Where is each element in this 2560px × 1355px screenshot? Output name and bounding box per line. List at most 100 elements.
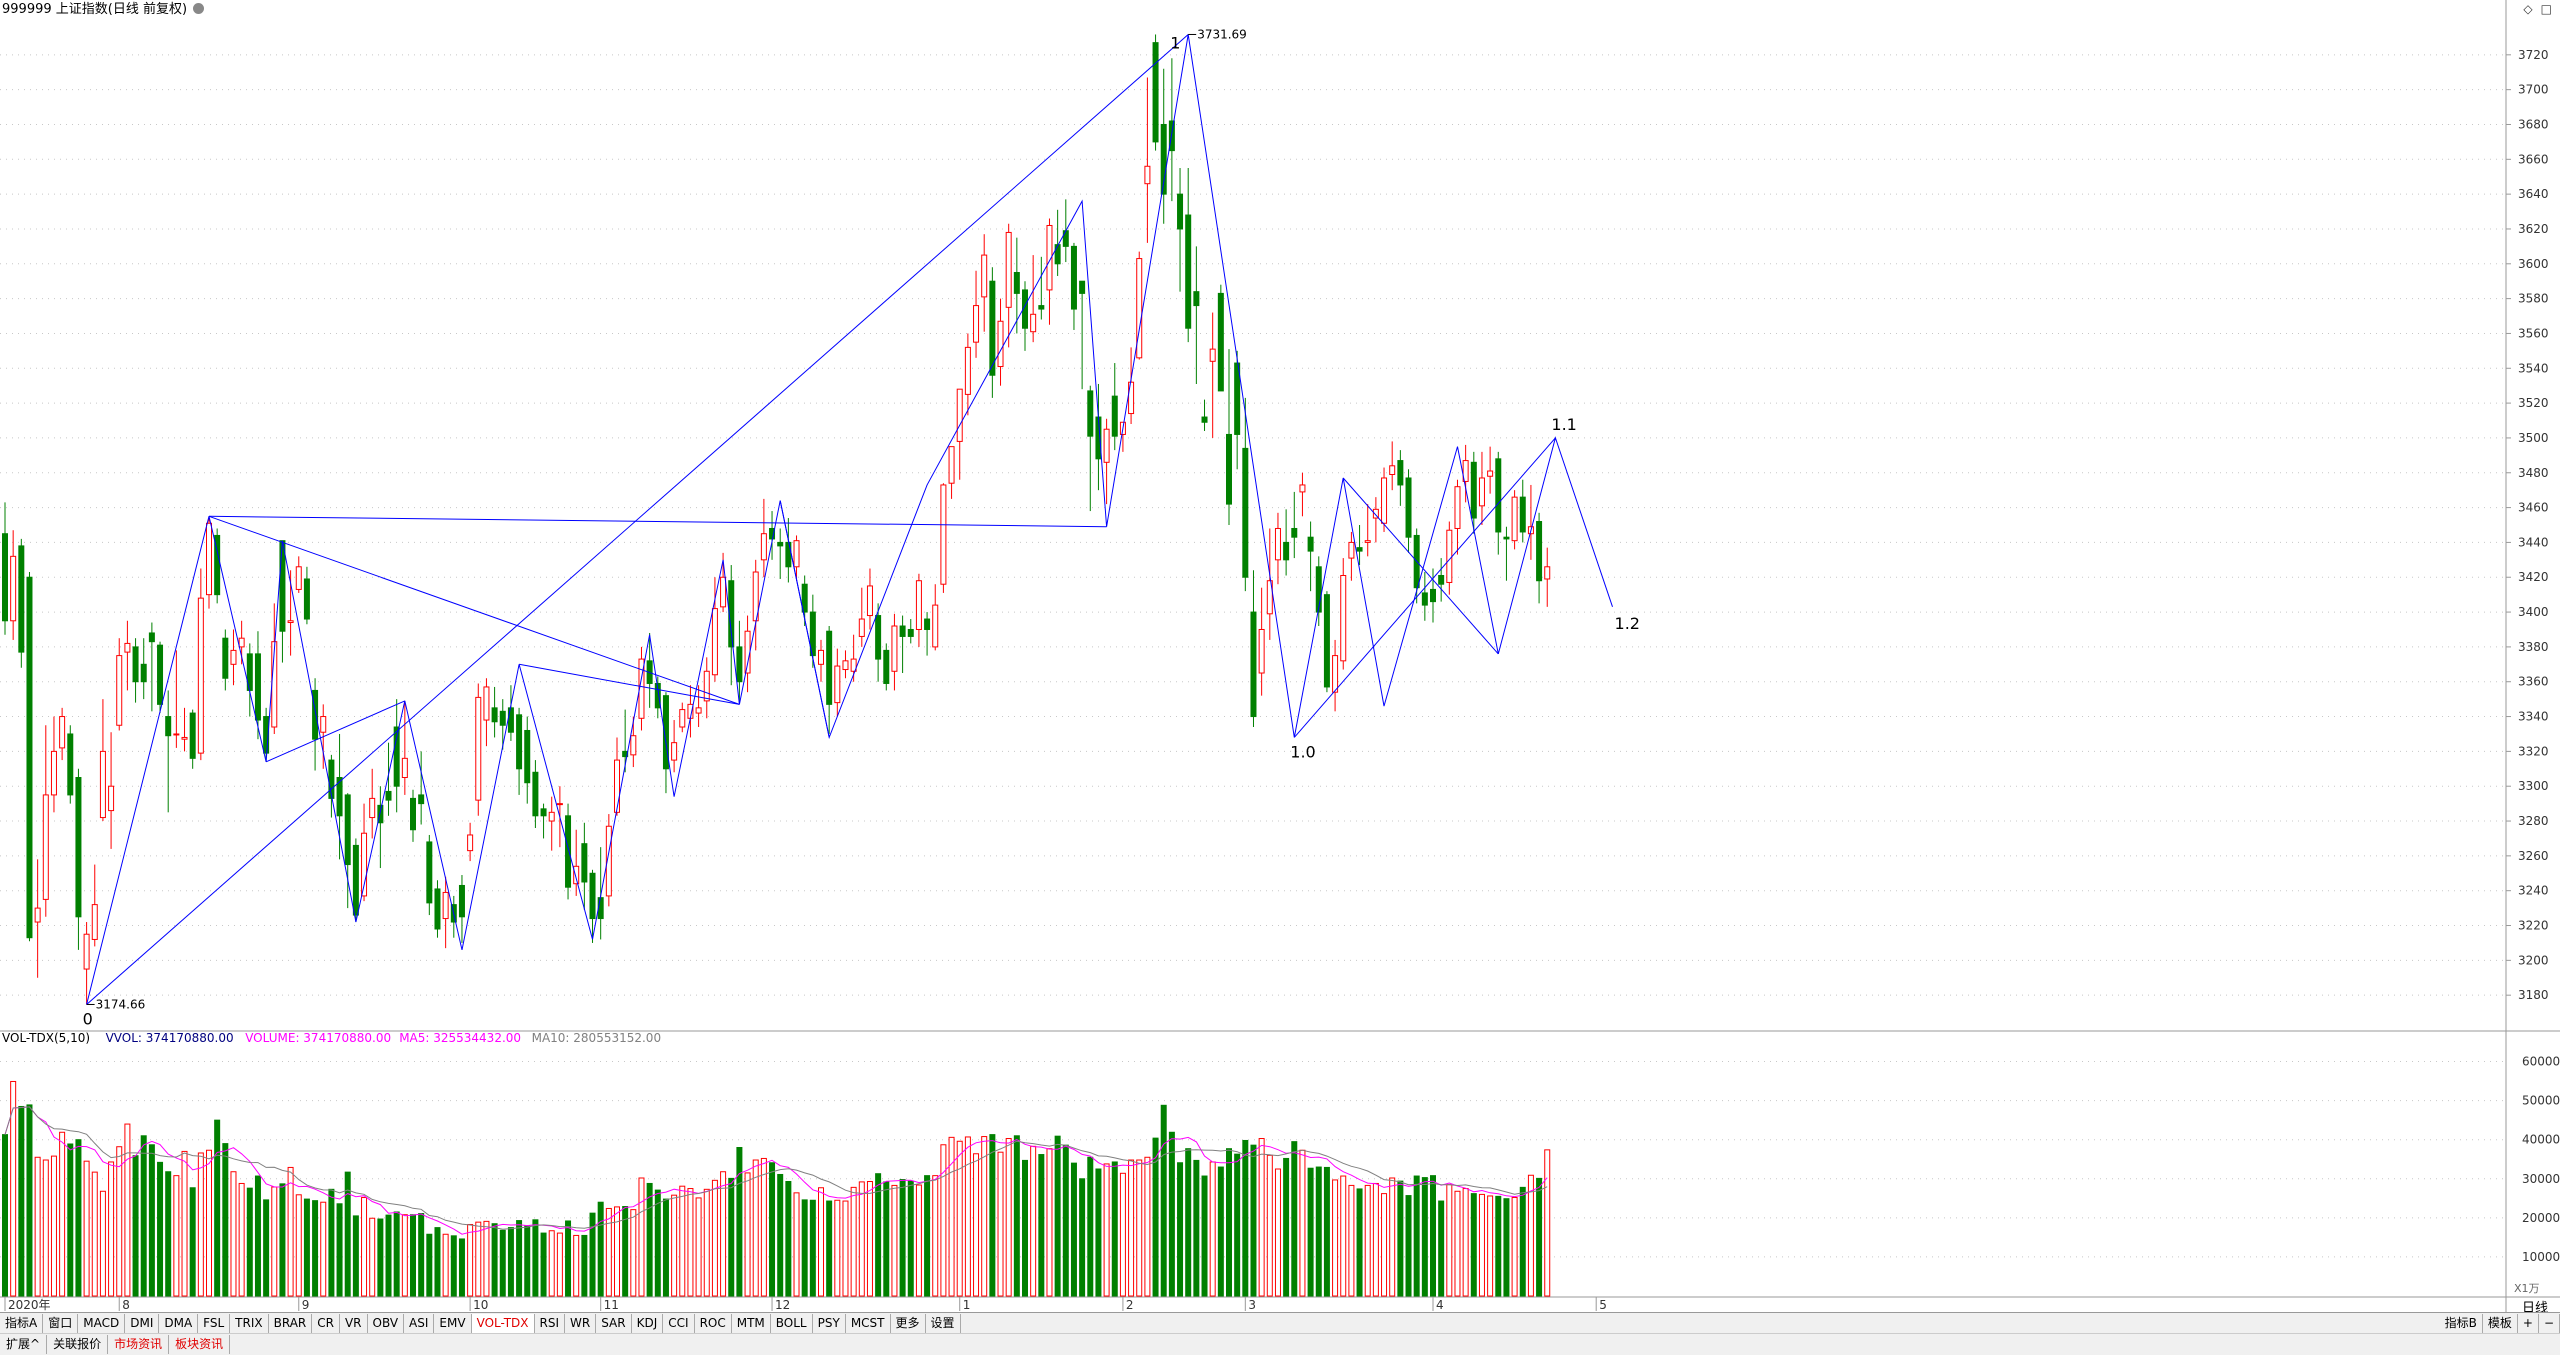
candle-body — [1430, 588, 1436, 603]
indicator-tab[interactable]: VR — [340, 1313, 368, 1333]
indicator-tab[interactable]: MACD — [78, 1313, 126, 1333]
indicator-tab[interactable]: SAR — [596, 1313, 632, 1333]
price-tick-label: 3340 — [2518, 710, 2549, 724]
indicator-right-button[interactable]: − — [2539, 1313, 2560, 1333]
candle-body — [67, 733, 74, 796]
candle-body — [1217, 292, 1224, 392]
volume-bar — [581, 1234, 588, 1297]
candle-body — [866, 585, 873, 617]
info-tab[interactable]: 市场资讯 — [108, 1335, 170, 1354]
volume-bar — [524, 1225, 531, 1297]
candle-body — [1283, 541, 1290, 561]
indicator-right-button[interactable]: 模板 — [2483, 1313, 2518, 1333]
volume-bar — [108, 1161, 115, 1297]
indicator-tab[interactable]: ASI — [404, 1313, 435, 1333]
maximize-icon[interactable]: □ — [2540, 2, 2552, 16]
candle-body — [1274, 527, 1281, 561]
volume-bar — [834, 1199, 841, 1297]
restore-icon[interactable]: ◇ — [2523, 2, 2533, 16]
candle-body — [475, 696, 482, 801]
indicator-right-button[interactable]: + — [2518, 1313, 2539, 1333]
volume-bar — [1495, 1195, 1502, 1297]
candle-body — [1372, 508, 1379, 519]
indicator-tab[interactable]: DMA — [159, 1313, 199, 1333]
volume-bar — [238, 1182, 245, 1297]
candle-body — [989, 280, 996, 376]
indicator-tab[interactable]: MCST — [846, 1313, 891, 1333]
candle-body — [295, 566, 302, 590]
volume-bar — [605, 1207, 612, 1297]
volume-bar — [1421, 1177, 1428, 1297]
indicator-tab[interactable]: RSI — [535, 1313, 566, 1333]
indicator-tab[interactable]: OBV — [368, 1313, 405, 1333]
candle-body — [1454, 486, 1461, 529]
volume-bar — [720, 1171, 727, 1297]
volume-bar — [532, 1219, 539, 1297]
candle-body — [426, 841, 433, 904]
candle-body — [434, 888, 441, 930]
candle-body — [1536, 521, 1543, 582]
volume-bar — [1119, 1172, 1126, 1297]
indicator-tab-right-group: 指标B 模板 + − — [2440, 1313, 2560, 1333]
candle-body — [197, 597, 204, 754]
indicator-tab[interactable]: MTM — [732, 1313, 771, 1333]
candle-body — [369, 797, 376, 819]
indicator-tab[interactable]: CR — [312, 1313, 340, 1333]
candle-body — [50, 750, 57, 796]
indicator-tab[interactable]: KDJ — [632, 1313, 664, 1333]
volume-bar — [352, 1215, 359, 1297]
price-tick-label: 3460 — [2518, 501, 2549, 515]
indicator-tab[interactable]: 设置 — [926, 1313, 961, 1333]
candle-body — [1046, 224, 1053, 291]
indicator-tab[interactable]: 窗口 — [43, 1313, 79, 1333]
volume-bar — [157, 1161, 164, 1297]
volume-bar — [809, 1199, 816, 1297]
volume-unit-label: X1万 — [2514, 1282, 2540, 1295]
candle-body — [915, 580, 922, 630]
indicator-tab[interactable]: FSL — [198, 1313, 231, 1333]
indicator-tab[interactable]: BOLL — [771, 1313, 813, 1333]
indicator-tab[interactable]: VOL-TDX — [471, 1313, 535, 1333]
candle-body — [91, 904, 98, 940]
candle-body — [818, 649, 824, 665]
indicator-tab[interactable]: WR — [565, 1313, 597, 1333]
volume-bar — [646, 1182, 653, 1297]
candle-body — [189, 712, 196, 759]
candle-body — [1136, 258, 1143, 359]
volume-bar — [1062, 1144, 1069, 1297]
indicator-right-button[interactable]: 指标B — [2440, 1313, 2483, 1333]
volume-bar — [1446, 1184, 1453, 1297]
volume-bar — [1070, 1162, 1077, 1297]
indicator-tab[interactable]: 指标A — [0, 1313, 44, 1333]
volume-bar — [377, 1218, 384, 1297]
indicator-tab[interactable]: EMV — [434, 1313, 472, 1333]
candle-body — [516, 714, 523, 770]
indicator-tab[interactable]: TRIX — [230, 1313, 269, 1333]
candle-body — [483, 686, 490, 721]
indicator-tab[interactable]: 更多 — [891, 1313, 926, 1333]
indicator-tab[interactable]: PSY — [813, 1313, 846, 1333]
candle-body — [140, 663, 147, 683]
settings-icon[interactable] — [193, 3, 205, 14]
info-tab[interactable]: 板块资讯 — [169, 1335, 231, 1354]
volume-bar — [83, 1160, 90, 1297]
candle-body — [1340, 575, 1347, 662]
candle-body — [581, 843, 588, 883]
volume-bar — [875, 1173, 882, 1297]
indicator-tab[interactable]: CCI — [663, 1313, 695, 1333]
candle-body — [442, 891, 449, 920]
info-tab[interactable]: 关联报价 — [47, 1335, 109, 1354]
volume-bar — [516, 1220, 523, 1297]
volume-bar — [1462, 1188, 1469, 1297]
candle-body — [491, 707, 498, 723]
indicator-tab[interactable]: BRAR — [269, 1313, 313, 1333]
indicator-tab[interactable]: ROC — [695, 1313, 732, 1333]
price-marker-label: 3174.66 — [96, 997, 146, 1011]
volume-indicator-name: VOL-TDX(5,10) — [2, 1031, 90, 1045]
indicator-tab[interactable]: DMI — [125, 1313, 160, 1333]
candle-body — [1446, 529, 1453, 583]
price-tick-label: 3720 — [2518, 48, 2549, 62]
candle-body — [589, 872, 596, 920]
info-tab[interactable]: 扩展^ — [0, 1335, 48, 1354]
